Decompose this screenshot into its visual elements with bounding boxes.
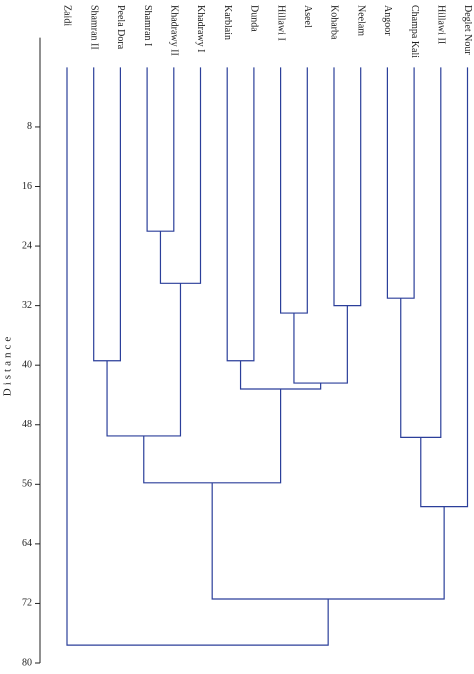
leaf-label: Neelam <box>355 5 366 36</box>
leaf-label: Zaidi <box>62 5 73 26</box>
y-tick-label: 16 <box>22 181 32 192</box>
leaf-label: Shamran II <box>88 5 99 50</box>
link <box>333 67 362 307</box>
y-tick-label: 64 <box>22 538 32 549</box>
link <box>143 389 282 484</box>
leaf-label: Deglet Nour <box>462 5 473 55</box>
link <box>280 67 308 314</box>
y-tick-label: 80 <box>22 657 32 668</box>
y-tick-label: 72 <box>22 598 32 609</box>
link <box>159 67 202 284</box>
link <box>386 67 415 299</box>
leaf-label: Koharba <box>329 5 340 40</box>
link <box>226 67 255 362</box>
link <box>106 283 182 437</box>
leaf-label: Karblain <box>222 5 233 40</box>
y-tick-label: 40 <box>22 359 32 370</box>
y-tick-label: 56 <box>22 479 32 490</box>
leaf-label: Peela Dora <box>115 5 126 50</box>
link <box>239 360 322 390</box>
link <box>93 67 121 362</box>
leaf-label: Hillawi II <box>436 5 447 44</box>
leaf-label: Hillawi I <box>275 5 286 41</box>
leaf-label: Angoor <box>382 5 393 36</box>
link <box>293 305 348 384</box>
leaf-label: Dunda <box>249 5 260 32</box>
y-tick-label: 24 <box>22 240 32 251</box>
y-tick-label: 8 <box>27 121 32 132</box>
leaf-label: Shamran I <box>142 5 153 46</box>
link <box>211 482 445 600</box>
y-axis-label: Distance <box>2 334 14 396</box>
leaf-label: Champa Kali <box>409 5 420 58</box>
link <box>400 67 442 439</box>
y-tick-label: 48 <box>22 419 32 430</box>
y-tick-label: 32 <box>22 300 32 311</box>
link <box>420 67 469 508</box>
link <box>66 67 329 646</box>
leaf-label: Khadrawy II <box>169 5 180 56</box>
leaf-label: Aseel <box>302 5 313 28</box>
leaf-label: Khadrawy I <box>195 5 206 52</box>
link <box>146 67 175 232</box>
